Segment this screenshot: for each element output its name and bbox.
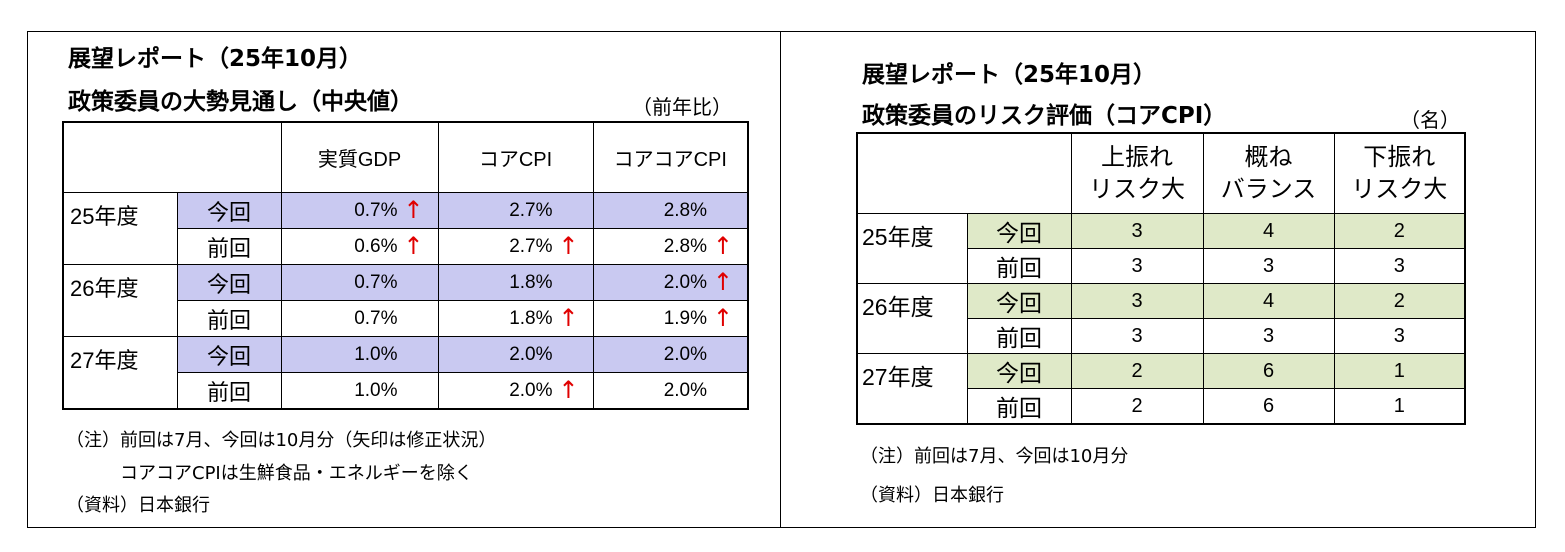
table-row: 27年度 今回 1.0% 2.0% 2.0% — [62, 336, 749, 410]
up-arrow-icon: ↑ — [558, 304, 579, 332]
year-cell: 25年度 — [62, 192, 178, 265]
year-cell: 26年度 — [856, 283, 968, 354]
value-cell: 2.8% ↑ — [592, 228, 749, 265]
row-label: 前回 — [176, 372, 282, 410]
left-note-definition: コアコアCPIは生鮮食品・エネルギーを除く — [120, 463, 473, 484]
column-header-gdp: 実質GDP — [280, 121, 439, 193]
up-arrow-icon: ↑ — [403, 232, 424, 260]
year-cell: 25年度 — [856, 213, 968, 284]
column-header-upside-risk: 上振れ リスク大 — [1070, 132, 1204, 214]
row-label: 前回 — [966, 248, 1072, 284]
value-cell: 1.8% — [437, 264, 594, 301]
table-row: 前回 1.0% 2.0% ↑ 2.0% — [63, 372, 749, 410]
row-label: 前回 — [176, 300, 282, 337]
value-cell: 3 — [1070, 213, 1204, 249]
row-label: 今回 — [966, 283, 1072, 319]
value-cell: 2.7% ↑ — [437, 228, 594, 265]
table-row: 27年度 今回 2 6 1 — [856, 353, 1466, 425]
table-row: 25年度 今回 0.7% ↑ 2.7% 2.8% — [62, 192, 749, 265]
up-arrow-icon: ↑ — [712, 304, 733, 332]
column-header-core-cpi: コアCPI — [437, 121, 594, 193]
right-unit-label: （名） — [1400, 108, 1460, 132]
up-arrow-icon: ↑ — [558, 232, 579, 260]
value-cell: 0.6% ↑ — [280, 228, 439, 265]
table-row: 前回 3 3 3 — [857, 318, 1466, 354]
row-label: 前回 — [176, 228, 282, 265]
table-row: 前回 2 6 1 — [857, 388, 1466, 425]
forecast-table: 実質GDP コアCPI コアコアCPI 25年度 今回 0.7% ↑ 2.7% 2… — [62, 121, 749, 410]
column-header-core-core-cpi: コアコアCPI — [592, 121, 749, 193]
column-header-downside-risk: 下振れ リスク大 — [1333, 132, 1466, 214]
row-label: 今回 — [966, 213, 1072, 249]
value-cell: 2.0% — [437, 336, 594, 373]
table-row: 前回 3 3 3 — [857, 248, 1466, 284]
header-blank — [62, 121, 282, 193]
value-cell: 2.7% — [437, 192, 594, 229]
value-cell: 4 — [1202, 283, 1335, 319]
value-cell: 2 — [1333, 283, 1466, 319]
value-cell: 2.0% ↑ — [592, 264, 749, 301]
value-cell: 3 — [1202, 318, 1335, 354]
value-cell: 1 — [1333, 353, 1466, 389]
column-header-balanced: 概ね バランス — [1202, 132, 1335, 214]
year-cell: 27年度 — [62, 336, 178, 410]
row-label: 前回 — [966, 318, 1072, 354]
year-cell: 26年度 — [62, 264, 178, 337]
up-arrow-icon: ↑ — [403, 196, 424, 224]
right-title-line2: 政策委員のリスク評価（コアCPI） — [862, 103, 1227, 129]
value-cell: 3 — [1333, 248, 1466, 284]
up-arrow-icon: ↑ — [558, 376, 579, 404]
table-row: 前回 0.6% ↑ 2.7% ↑ 2.8% ↑ — [63, 228, 749, 265]
panel-divider — [780, 31, 781, 528]
table-row: 26年度 今回 3 4 2 — [856, 283, 1466, 354]
up-arrow-icon: ↑ — [712, 268, 733, 296]
left-note: （注）前回は7月、今回は10月分（矢印は修正状況） — [66, 430, 497, 451]
row-label: 今回 — [176, 264, 282, 301]
left-title-line2: 政策委員の大勢見通し（中央値） — [68, 89, 413, 115]
value-cell: 6 — [1202, 388, 1335, 425]
value-cell: 1.0% — [280, 372, 439, 410]
value-cell: 1.9% ↑ — [592, 300, 749, 337]
header-blank — [856, 132, 1072, 214]
right-source: （資料）日本銀行 — [860, 485, 1004, 506]
value-cell: 0.7% ↑ — [280, 192, 439, 229]
value-cell: 1.8% ↑ — [437, 300, 594, 337]
value-cell: 3 — [1070, 248, 1204, 284]
value-cell: 3 — [1202, 248, 1335, 284]
value-cell: 6 — [1202, 353, 1335, 389]
risk-table: 上振れ リスク大 概ね バランス 下振れ リスク大 25年度 今回 3 4 2 前回 … — [856, 132, 1466, 425]
row-label: 今回 — [176, 336, 282, 373]
table-row: 25年度 今回 3 4 2 — [856, 213, 1466, 284]
value-cell: 2 — [1333, 213, 1466, 249]
outer-frame — [27, 31, 1536, 528]
left-title-line1: 展望レポート（25年10月） — [68, 46, 363, 72]
value-cell: 2.0% — [592, 336, 749, 373]
left-source: （資料）日本銀行 — [66, 495, 210, 516]
value-cell: 4 — [1202, 213, 1335, 249]
value-cell: 2.0% — [592, 372, 749, 410]
right-note: （注）前回は7月、今回は10月分 — [860, 446, 1129, 467]
value-cell: 1 — [1333, 388, 1466, 425]
left-unit-label: （前年比） — [632, 95, 732, 119]
year-cell: 27年度 — [856, 353, 968, 425]
row-label: 前回 — [966, 388, 1072, 425]
value-cell: 0.7% — [280, 300, 439, 337]
value-cell: 3 — [1070, 318, 1204, 354]
value-cell: 1.0% — [280, 336, 439, 373]
table-row: 26年度 今回 0.7% 1.8% 2.0% ↑ — [62, 264, 749, 337]
risk-header-row: 上振れ リスク大 概ね バランス 下振れ リスク大 — [856, 132, 1466, 214]
value-cell: 2 — [1070, 388, 1204, 425]
row-label: 今回 — [966, 353, 1072, 389]
forecast-header-row: 実質GDP コアCPI コアコアCPI — [62, 121, 749, 193]
table-row: 前回 0.7% 1.8% ↑ 1.9% ↑ — [63, 300, 749, 337]
row-label: 今回 — [176, 192, 282, 229]
value-cell: 0.7% — [280, 264, 439, 301]
value-cell: 3 — [1333, 318, 1466, 354]
value-cell: 3 — [1070, 283, 1204, 319]
up-arrow-icon: ↑ — [712, 232, 733, 260]
value-cell: 2.8% — [592, 192, 749, 229]
right-title-line1: 展望レポート（25年10月） — [862, 62, 1157, 88]
value-cell: 2.0% ↑ — [437, 372, 594, 410]
value-cell: 2 — [1070, 353, 1204, 389]
